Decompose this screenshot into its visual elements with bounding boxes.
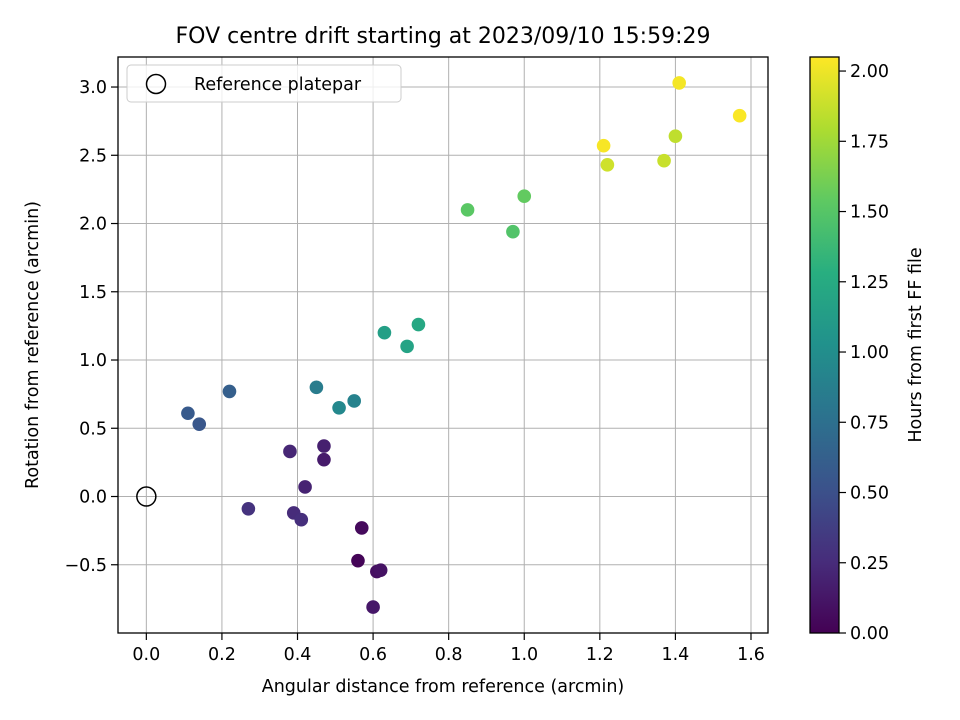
y-axis-label: Rotation from reference (arcmin) [23, 201, 43, 489]
data-point [181, 406, 195, 421]
colorbar-label: Hours from first FF file [906, 247, 926, 442]
data-point [517, 189, 532, 204]
scatter-points [136, 76, 747, 614]
data-point [317, 439, 331, 453]
data-point [366, 600, 380, 614]
legend: Reference platepar [126, 64, 402, 103]
y-axis-ticks: −0.5 0.0 0.5 1.0 1.5 2.0 2.5 3.0 [65, 78, 118, 576]
data-point [596, 138, 611, 153]
plot-frame [117, 56, 769, 634]
x-tick-label: 0.4 [284, 645, 312, 665]
x-tick-label: 0.0 [132, 645, 160, 665]
data-point [672, 76, 686, 90]
colorbar-tick-label: 0.75 [850, 413, 889, 433]
data-point [192, 417, 207, 431]
data-point [241, 501, 256, 516]
data-point [373, 563, 388, 578]
legend-reference-label: Reference platepar [194, 75, 362, 95]
legend-reference-marker [145, 73, 167, 95]
colorbar-tick-label: 2.00 [850, 62, 889, 82]
y-tick-label: 0.5 [79, 419, 107, 439]
data-point [377, 325, 392, 340]
colorbar-ticks: 0.00 0.25 0.50 0.75 1.00 1.25 1.50 1.75 2.00 [839, 62, 889, 644]
colorbar [809, 56, 840, 634]
y-tick-label: −0.5 [65, 556, 108, 576]
data-point [732, 108, 747, 123]
colorbar-tick-label: 1.25 [850, 273, 889, 293]
colorbar-tick-label: 1.00 [850, 343, 889, 363]
data-point [351, 553, 365, 568]
legend-box [126, 64, 402, 103]
data-point [506, 224, 520, 239]
y-tick-label: 1.5 [79, 283, 107, 303]
data-point [400, 339, 414, 354]
data-point [294, 512, 309, 527]
y-tick-label: 1.0 [79, 351, 107, 371]
data-point [298, 480, 312, 494]
data-point [222, 384, 237, 399]
x-tick-label: 1.6 [737, 645, 765, 665]
x-tick-label: 1.4 [661, 645, 689, 665]
x-tick-label: 0.2 [208, 645, 236, 665]
y-tick-label: 2.0 [79, 215, 107, 235]
y-tick-label: 2.5 [79, 146, 107, 166]
plot-area [118, 57, 768, 633]
x-tick-label: 0.8 [435, 645, 463, 665]
y-tick-label: 3.0 [79, 78, 107, 98]
x-tick-label: 1.2 [586, 645, 614, 665]
data-point [332, 400, 346, 415]
colorbar-tick-label: 0.00 [850, 624, 889, 644]
colorbar-tick-label: 1.50 [850, 203, 889, 223]
x-axis-label: Angular distance from reference (arcmin) [262, 677, 625, 697]
data-point [317, 452, 331, 467]
data-point [460, 203, 475, 217]
data-point [347, 394, 361, 408]
data-point [600, 158, 615, 172]
colorbar-tick-label: 0.50 [850, 484, 889, 504]
reference-platepar-marker [136, 486, 157, 507]
colorbar-tick-label: 0.25 [850, 554, 889, 574]
data-point [668, 129, 683, 143]
data-point [354, 521, 369, 535]
x-tick-label: 1.0 [510, 645, 538, 665]
data-point [283, 444, 297, 459]
chart-title: FOV centre drift starting at 2023/09/10 … [176, 24, 711, 49]
x-tick-label: 0.6 [359, 645, 387, 665]
data-point [657, 153, 671, 168]
data-point [309, 380, 324, 395]
grid-lines [118, 57, 768, 633]
y-tick-label: 0.0 [79, 488, 107, 508]
x-axis-ticks: 0.0 0.2 0.4 0.6 0.8 1.0 1.2 1.4 1.6 [132, 633, 765, 665]
data-point [411, 317, 426, 332]
colorbar-tick-label: 1.75 [850, 132, 889, 152]
